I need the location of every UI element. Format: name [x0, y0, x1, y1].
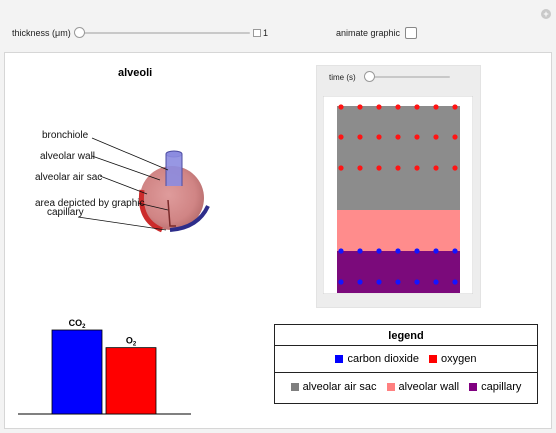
legend-divider: [275, 345, 537, 346]
oxygen-molecule: [376, 165, 382, 171]
co2-molecule: [376, 279, 382, 285]
legend-box: legend carbon dioxide oxygen alveolar air…: [274, 324, 538, 404]
legend-title: legend: [388, 330, 424, 342]
legend-item: capillary: [469, 381, 521, 393]
co2-molecule: [338, 248, 344, 254]
bar-label-co2: CO2: [69, 318, 87, 330]
co2-molecule: [452, 279, 458, 285]
legend-label: capillary: [481, 381, 522, 393]
gas-bar-chart: CO2 O2: [18, 318, 191, 415]
label-area-depicted: area depicted by graphic: [35, 198, 145, 209]
bar-co2: [51, 329, 103, 415]
thickness-label: thickness (μm): [12, 28, 71, 38]
alveolar-wall-layer: [337, 210, 460, 251]
legend-label: alveolar air sac: [302, 381, 377, 393]
plus-icon[interactable]: +: [541, 9, 551, 19]
alveoli-title: alveoli: [118, 67, 153, 79]
legend-divider: [275, 372, 537, 373]
legend-swatch: [429, 355, 438, 363]
label-alveolar-air-sac: alveolar air sac: [35, 172, 103, 183]
oxygen-molecule: [376, 104, 382, 110]
oxygen-molecule: [338, 134, 344, 140]
legend-row-molecules: carbon dioxide oxygen: [275, 351, 537, 367]
co2-molecule: [414, 279, 420, 285]
oxygen-molecule: [376, 134, 382, 140]
co2-molecule: [376, 248, 382, 254]
co2-molecule: [357, 248, 363, 254]
oxygen-molecule: [433, 134, 439, 140]
bar-o2: [105, 347, 157, 415]
oxygen-molecule: [395, 165, 401, 171]
co2-molecule: [452, 248, 458, 254]
legend-swatch: [290, 383, 299, 391]
bar-label-o2: O2: [126, 336, 137, 348]
alveolar-sac-shape: [138, 166, 210, 233]
alveoli-illustration: [77, 137, 210, 233]
co2-molecule: [395, 279, 401, 285]
diffusion-graphic: [323, 96, 473, 294]
legend-item: alveolar wall: [386, 381, 460, 393]
co2-molecule: [338, 279, 344, 285]
co2-molecule: [414, 248, 420, 254]
air-sac-layer: [337, 106, 460, 210]
oxygen-molecule: [338, 104, 344, 110]
time-slider[interactable]: [364, 71, 452, 83]
co2-molecule: [357, 279, 363, 285]
legend-swatch: [335, 355, 344, 363]
time-slider-thumb[interactable]: [364, 71, 375, 82]
oxygen-molecule: [414, 104, 420, 110]
co2-molecule: [433, 248, 439, 254]
oxygen-molecule: [414, 165, 420, 171]
oxygen-molecule: [357, 165, 363, 171]
legend-swatch: [469, 383, 478, 391]
label-bronchiole: bronchiole: [42, 130, 89, 141]
slider-expand-icon[interactable]: [253, 29, 261, 37]
thickness-slider-track: [74, 32, 250, 34]
co2-molecule: [433, 279, 439, 285]
oxygen-molecule: [414, 134, 420, 140]
oxygen-molecule: [433, 165, 439, 171]
oxygen-molecule: [357, 134, 363, 140]
label-capillary: capillary: [47, 207, 84, 218]
legend-item: alveolar air sac: [290, 381, 377, 393]
legend-swatch: [386, 383, 395, 391]
thickness-slider-thumb[interactable]: [74, 27, 85, 38]
oxygen-molecule: [338, 165, 344, 171]
legend-row-layers: alveolar air sac alveolar wall capillary: [275, 379, 537, 395]
oxygen-molecule: [452, 134, 458, 140]
legend-label: carbon dioxide: [347, 353, 420, 365]
time-label: time (s): [329, 73, 356, 82]
label-alveolar-wall: alveolar wall: [40, 151, 96, 162]
legend-item: oxygen: [429, 353, 477, 365]
oxygen-molecule: [357, 104, 363, 110]
co2-molecule: [395, 248, 401, 254]
legend-label: alveolar wall: [398, 381, 460, 393]
annotation-lines: [77, 137, 169, 231]
legend-item: carbon dioxide: [335, 353, 419, 365]
oxygen-molecule: [395, 134, 401, 140]
thickness-value: 1: [263, 28, 269, 38]
animate-label: animate graphic: [336, 28, 401, 38]
thickness-slider[interactable]: [74, 27, 261, 39]
oxygen-molecule: [452, 104, 458, 110]
oxygen-molecule: [433, 104, 439, 110]
oxygen-molecule: [395, 104, 401, 110]
bronchiole-tube: [165, 150, 183, 186]
oxygen-molecule: [452, 165, 458, 171]
legend-label: oxygen: [441, 353, 477, 365]
capillary-layer: [337, 251, 460, 293]
animate-checkbox[interactable]: [405, 27, 417, 39]
time-slider-track: [364, 76, 450, 78]
